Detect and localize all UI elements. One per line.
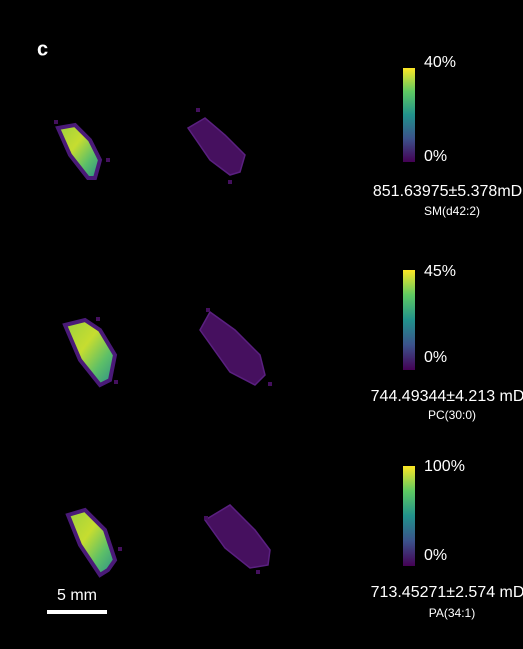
lipid-label: PC(30:0): [428, 408, 476, 422]
mass-label: 851.63975±5.378mDa: [373, 183, 523, 200]
spot: [228, 180, 232, 184]
colorbar: [403, 270, 415, 370]
spot: [118, 547, 122, 551]
lipid-label: SM(d42:2): [424, 204, 480, 218]
spot: [114, 380, 118, 384]
mass-label: 744.49344±4.213 mDa: [371, 388, 523, 405]
colorbar-max: 100%: [424, 458, 465, 475]
spot: [196, 108, 200, 112]
mass-label: 713.45271±2.574 mDa: [371, 584, 523, 601]
colorbar-min: 0%: [424, 547, 447, 564]
colorbar-max: 45%: [424, 263, 456, 280]
spot: [96, 317, 100, 321]
spot: [256, 570, 260, 574]
figure: c 40% 0% 851.63975±5.378mDa SM(d42:2) 45…: [0, 0, 523, 644]
spot: [106, 158, 110, 162]
colorbar: [403, 466, 415, 566]
colorbar-max: 40%: [424, 54, 456, 71]
scale-bar: [47, 610, 107, 614]
colorbar: [403, 68, 415, 162]
spot: [204, 516, 208, 520]
spot: [268, 382, 272, 386]
spot: [206, 308, 210, 312]
lipid-label: PA(34:1): [429, 606, 475, 620]
page: {"panel_label": "c", "rows": [ {"colorba…: [0, 0, 523, 644]
colorbar-min: 0%: [424, 148, 447, 165]
scale-bar-label: 5 mm: [57, 587, 97, 604]
colorbar-min: 0%: [424, 349, 447, 366]
panel-label: c: [37, 38, 48, 60]
spot: [54, 120, 58, 124]
